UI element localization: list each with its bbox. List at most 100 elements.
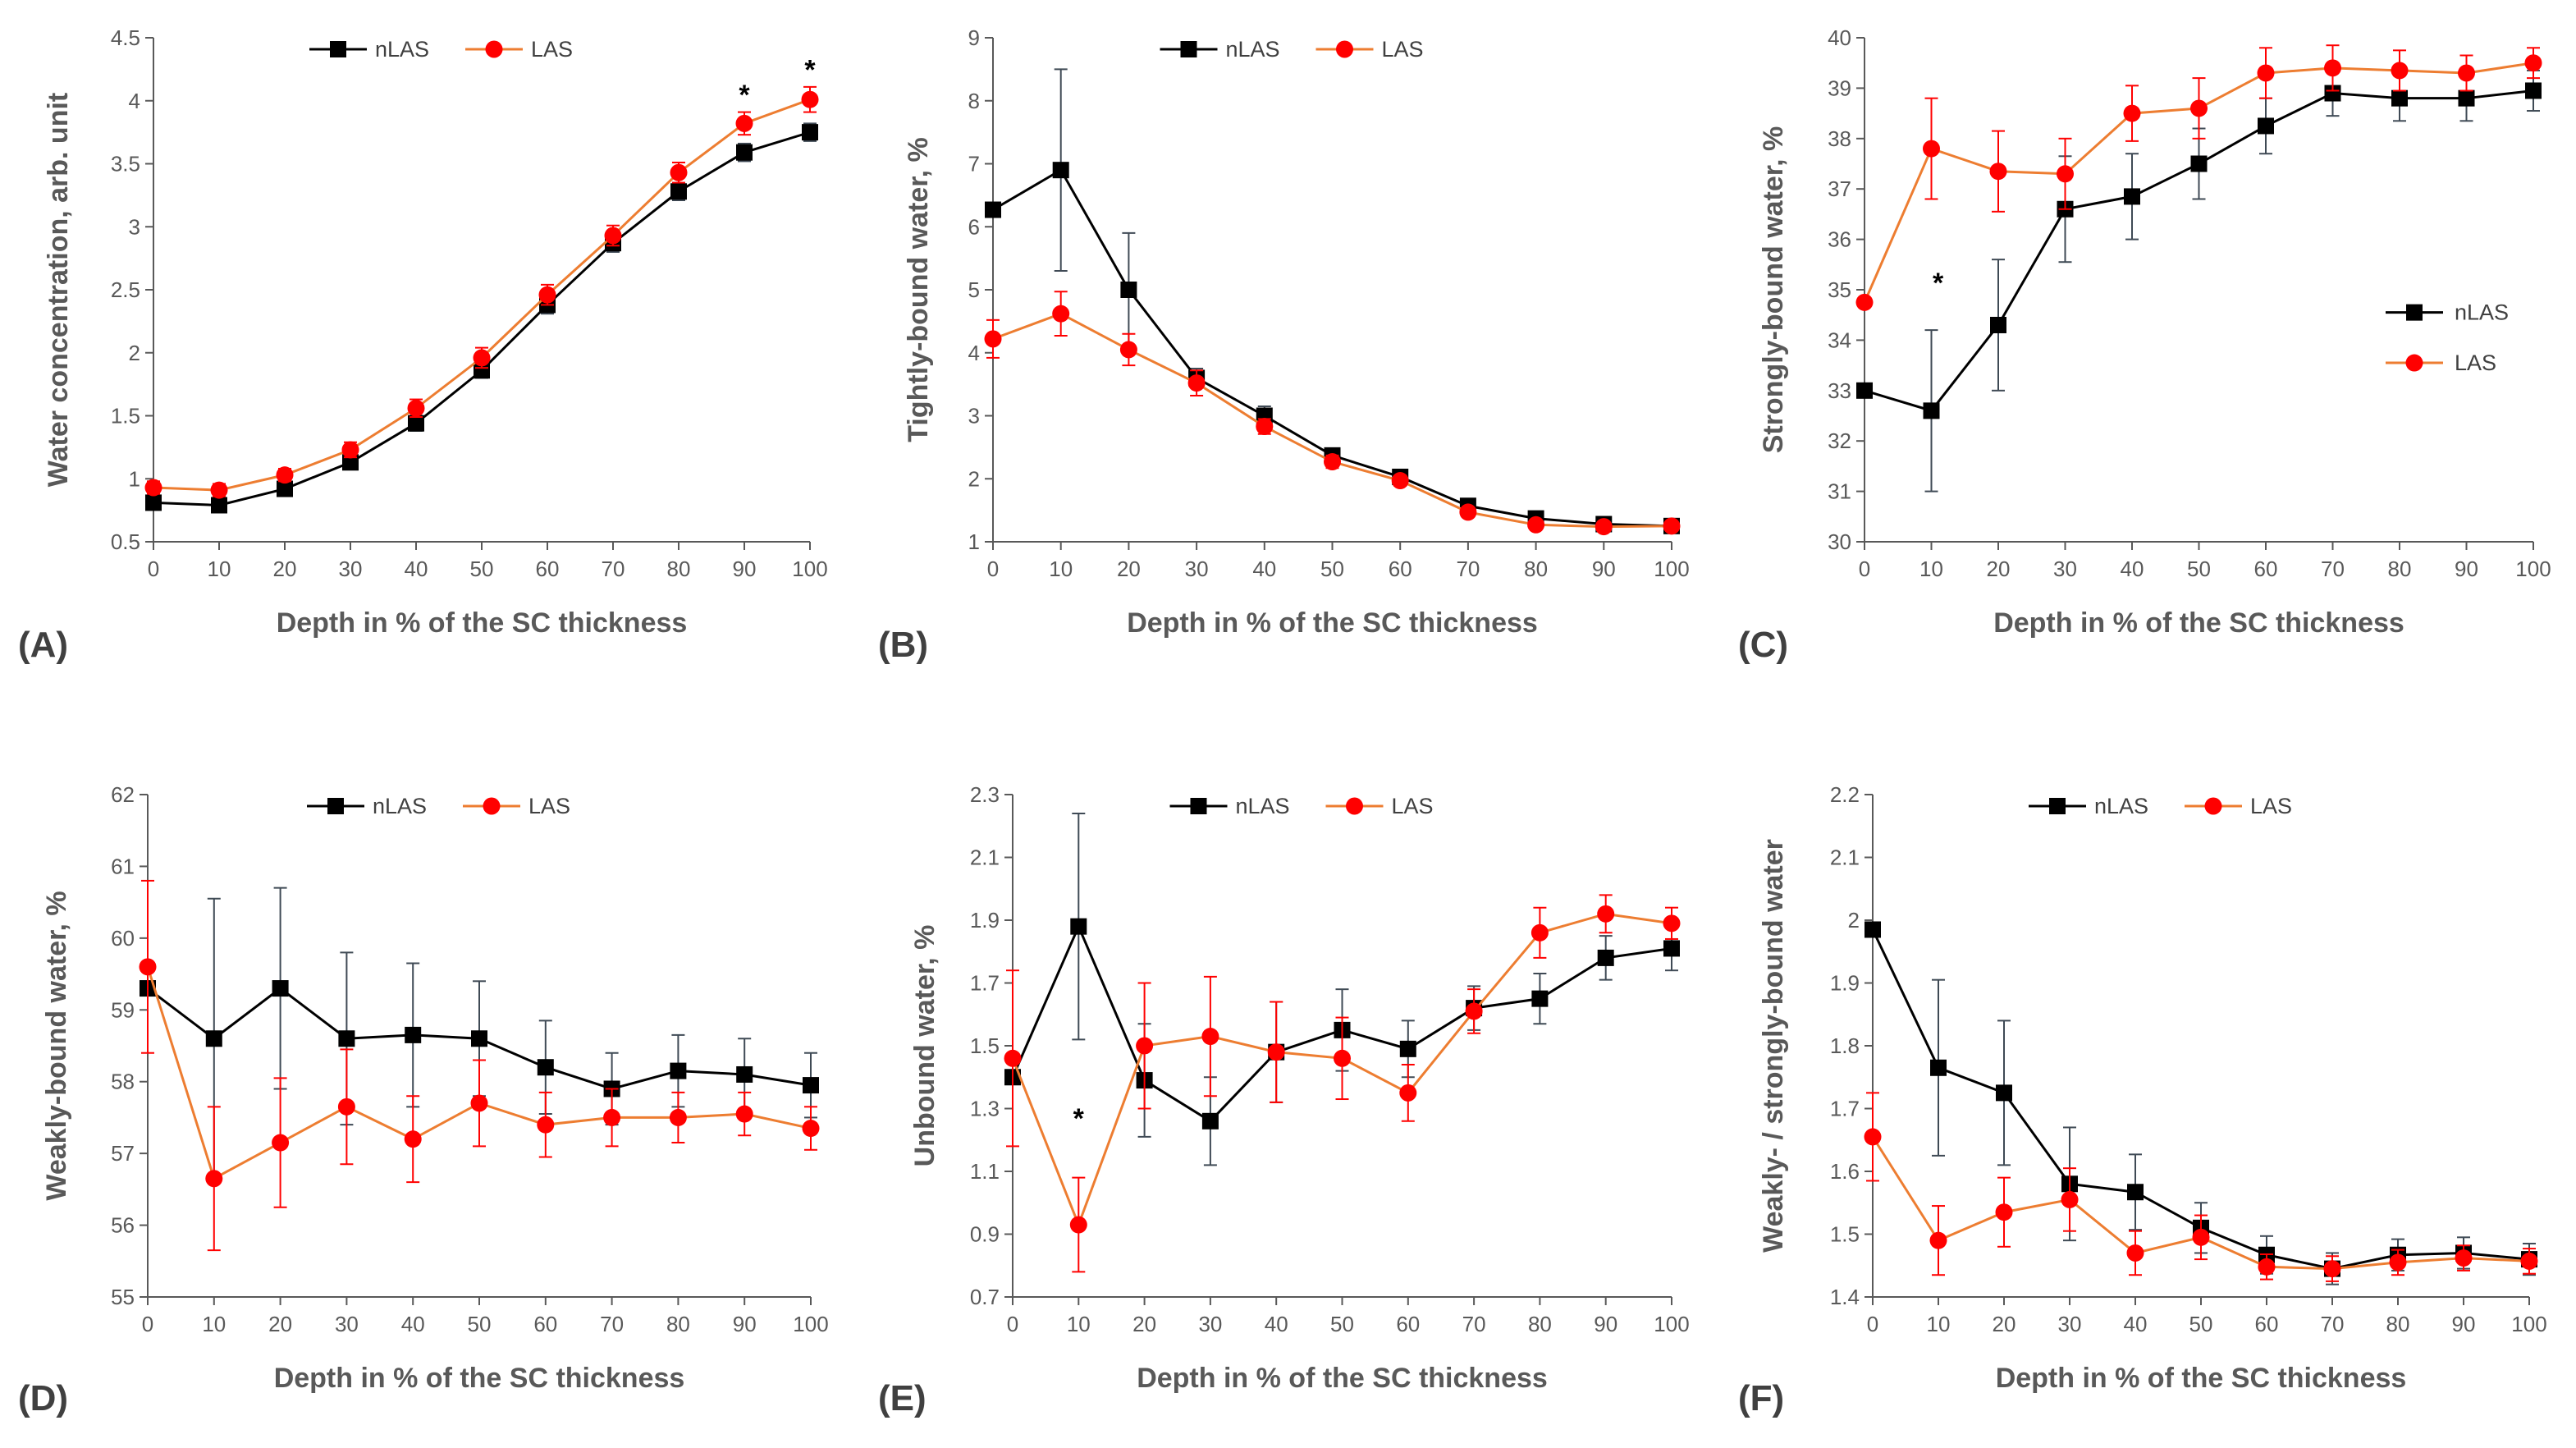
x-tick-label: 30 (1185, 557, 1209, 581)
marker-nlas (2324, 85, 2341, 102)
x-tick-label: 90 (733, 1312, 757, 1336)
marker-nlas (2127, 1184, 2144, 1201)
y-tick-label: 4 (968, 341, 980, 365)
y-tick-label: 57 (111, 1141, 135, 1166)
panel-label: (D) (18, 1378, 68, 1418)
marker-nlas (1180, 41, 1197, 57)
x-axis-title: Depth in % of the SC thickness (277, 607, 688, 639)
marker-las (2458, 64, 2475, 82)
y-tick-label: 1.7 (1830, 1097, 1860, 1121)
chart-panel-f: 1.4 1.5 1.6 1.7 1.8 1.9 2 2.1 2.2 0 10 20 30 40 50 60 70… (1738, 782, 2547, 1418)
marker-nlas (1070, 918, 1087, 935)
x-tick-label: 30 (2053, 557, 2077, 581)
y-tick-label: 1.1 (970, 1159, 1000, 1184)
marker-nlas (2525, 82, 2542, 99)
y-axis-title: Weakly-bound water, % (41, 891, 72, 1200)
panel-label: (A) (18, 625, 68, 665)
x-tick-label: 70 (2321, 557, 2345, 581)
legend-label: LAS (1382, 37, 1424, 62)
marker-las (404, 1130, 422, 1148)
x-tick-label: 50 (468, 1312, 492, 1336)
chart-panel-d: 55 56 57 58 59 60 61 62 0 10 20 30 40 50 60 70 80 90 100 De… (18, 782, 829, 1418)
marker-las (1052, 305, 1070, 323)
y-tick-label: 1.5 (111, 404, 140, 428)
marker-las (1256, 418, 1274, 436)
marker-las (1855, 293, 1874, 311)
y-tick-label: 30 (1828, 529, 1851, 554)
x-tick-label: 50 (1320, 557, 1344, 581)
marker-las (603, 1108, 621, 1126)
series-las (1864, 1092, 2538, 1282)
y-tick-label: 1.4 (1830, 1285, 1860, 1309)
marker-las (276, 466, 294, 484)
marker-las (1929, 1231, 1947, 1249)
marker-nlas (736, 144, 753, 161)
x-tick-label: 100 (792, 557, 827, 581)
y-tick-label: 1.9 (1830, 971, 1860, 996)
x-tick-label: 30 (339, 557, 363, 581)
chart-panel-e: 0.7 0.9 1.1 1.3 1.5 1.7 1.9 2.1 2.3 0 10 20 30 40 50 60… (878, 782, 1690, 1418)
marker-las (1119, 341, 1137, 359)
x-tick-label: 60 (533, 1312, 557, 1336)
legend: nLAS LAS (307, 794, 570, 818)
marker-nlas (2406, 304, 2423, 321)
legend-label: nLAS (1236, 794, 1290, 818)
marker-nlas (1052, 162, 1069, 179)
y-tick-label: 37 (1828, 176, 1851, 201)
x-axis-title: Depth in % of the SC thickness (274, 1363, 685, 1394)
marker-las (1334, 1049, 1351, 1067)
y-tick-label: 60 (111, 926, 135, 951)
marker-las (407, 399, 425, 417)
marker-nlas (1399, 1040, 1416, 1057)
panel-label: (C) (1738, 625, 1788, 665)
x-tick-label: 20 (1132, 1312, 1156, 1336)
marker-las (2389, 1253, 2407, 1272)
x-tick-label: 100 (1654, 1312, 1689, 1336)
x-tick-label: 60 (1389, 557, 1412, 581)
legend-label: LAS (1392, 794, 1434, 818)
marker-las (341, 441, 359, 459)
x-tick-label: 40 (1252, 557, 1276, 581)
y-tick-label: 1.5 (970, 1033, 1000, 1058)
x-tick-label: 40 (405, 557, 428, 581)
marker-las (1595, 518, 1613, 536)
marker-las (1995, 1203, 2013, 1221)
x-tick-label: 20 (1987, 557, 2011, 581)
x-tick-label: 70 (1456, 557, 1480, 581)
marker-las (801, 90, 819, 108)
y-tick-label: 58 (111, 1070, 135, 1094)
x-tick-label: 40 (1265, 1312, 1288, 1336)
marker-las (1346, 797, 1363, 815)
marker-las (1597, 905, 1615, 923)
marker-las (485, 40, 503, 58)
x-tick-label: 10 (1067, 1312, 1091, 1336)
marker-las (144, 479, 162, 497)
x-tick-label: 70 (602, 557, 625, 581)
legend-label: nLAS (1226, 37, 1280, 62)
marker-nlas (1923, 402, 1940, 419)
y-tick-label: 8 (968, 89, 980, 113)
legend-label: LAS (528, 794, 570, 818)
y-tick-label: 39 (1828, 76, 1851, 100)
marker-nlas (670, 183, 687, 200)
marker-las (1336, 40, 1353, 58)
y-tick-label: 31 (1828, 479, 1851, 504)
x-tick-label: 20 (1993, 1312, 2016, 1336)
legend-label: LAS (531, 37, 573, 62)
marker-nlas (1120, 282, 1137, 298)
marker-nlas (2458, 89, 2475, 107)
x-tick-label: 100 (2511, 1312, 2546, 1336)
y-axis-title: Weakly- / strongly-bound water (1758, 839, 1789, 1253)
y-tick-label: 55 (111, 1285, 135, 1309)
x-axis-title: Depth in % of the SC thickness (1127, 607, 1538, 639)
marker-las (2257, 64, 2275, 82)
x-tick-label: 10 (1049, 557, 1073, 581)
y-tick-label: 38 (1828, 126, 1851, 151)
chart-panel-c: 30 31 32 33 34 35 36 37 38 39 40 0 10 20 30 40 50 60 70 80 9… (1738, 25, 2551, 665)
y-tick-label: 0.9 (970, 1222, 1000, 1247)
y-tick-label: 1 (968, 529, 980, 554)
x-tick-label: 40 (2124, 1312, 2148, 1336)
marker-nlas (1930, 1059, 1947, 1076)
x-tick-label: 90 (2452, 1312, 2476, 1336)
marker-las (337, 1097, 355, 1116)
